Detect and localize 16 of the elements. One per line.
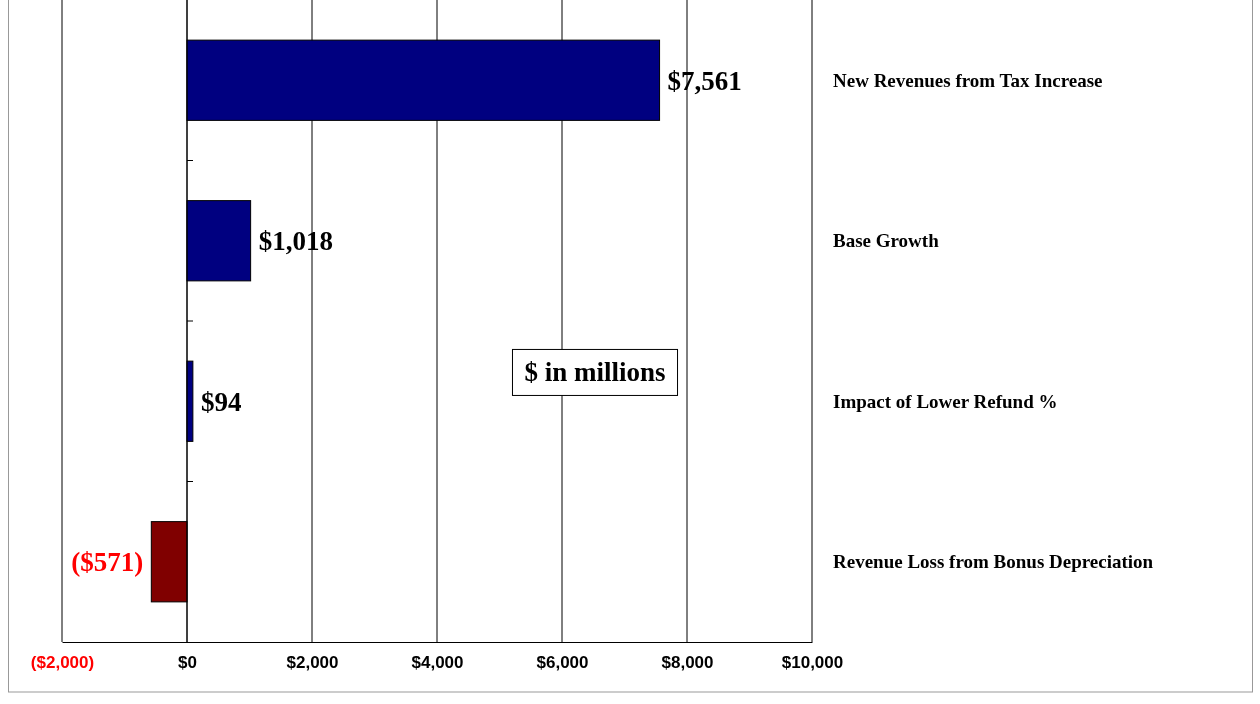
data-label: $7,561 [667, 65, 742, 96]
y-tick-label: New Revenues from Tax Increase [833, 69, 1103, 91]
x-tick-label: $6,000 [536, 653, 589, 673]
data-label: $1,018 [258, 226, 333, 257]
x-tick-label: $0 [178, 653, 197, 673]
x-tick-label: ($2,000) [30, 653, 95, 673]
y-tick-label: Base Growth [833, 230, 940, 252]
x-tick-label: $10,000 [781, 653, 844, 673]
data-label: ($571) [71, 547, 144, 578]
data-label: $94 [200, 386, 242, 417]
x-tick-label: $8,000 [661, 653, 714, 673]
annotation: $ in millions [524, 357, 666, 388]
x-tick-label: $4,000 [411, 653, 464, 673]
y-tick-label: Impact of Lower Refund % [833, 390, 1058, 412]
x-tick-label: $2,000 [286, 653, 339, 673]
y-tick-label: Revenue Loss from Bonus Depreciation [833, 551, 1154, 573]
